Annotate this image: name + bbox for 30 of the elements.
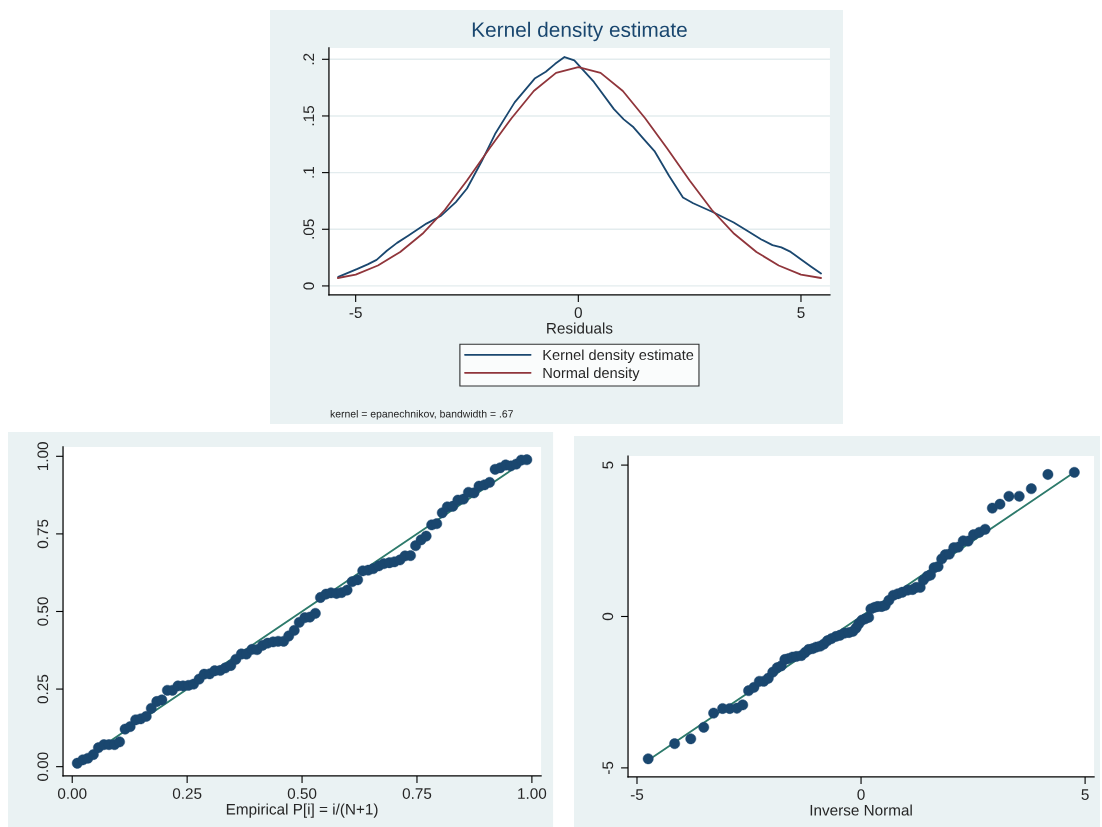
y-tick-label: .1 — [303, 166, 314, 178]
chart-title: Kernel density estimate — [472, 21, 687, 42]
y-tick-label: 5 — [602, 461, 614, 469]
x-axis-title: Inverse Normal — [810, 804, 912, 816]
legend-label: Normal density — [543, 367, 640, 381]
x-tick-label: -5 — [349, 307, 362, 319]
x-tick-label: 0 — [857, 789, 865, 800]
y-tick-label: .05 — [303, 219, 315, 239]
x-tick-label: 0.25 — [172, 788, 202, 799]
x-tick-label: -5 — [630, 789, 644, 800]
legend-label: Kernel density estimate — [543, 349, 694, 363]
x-axis-title: Residuals — [547, 322, 613, 334]
y-tick-label: 0 — [303, 282, 315, 290]
x-tick-label: 0.00 — [57, 788, 87, 799]
y-tick-label: .15 — [303, 105, 315, 126]
y-tick-label: 0.00 — [37, 752, 49, 781]
y-tick-label: 0 — [602, 612, 614, 621]
y-tick-label: -5 — [602, 761, 614, 774]
y-tick-label: 0.75 — [37, 519, 49, 549]
x-tick-label: 0.75 — [402, 788, 432, 799]
x-tick-label: 5 — [797, 307, 805, 319]
y-tick-label: 1.00 — [37, 442, 49, 471]
x-tick-label: 5 — [1081, 789, 1089, 800]
y-tick-label: .2 — [303, 53, 314, 65]
x-axis-title: Empirical P[i] = i/(N+1) — [226, 803, 378, 818]
y-tick-label: 0.25 — [37, 674, 49, 704]
x-tick-label: 0 — [574, 307, 582, 319]
y-tick-label: 0.50 — [37, 597, 49, 626]
text: kernel = epanechnikov, bandwidth = .67 — [330, 409, 513, 420]
x-tick-label: 1.00 — [518, 788, 547, 799]
